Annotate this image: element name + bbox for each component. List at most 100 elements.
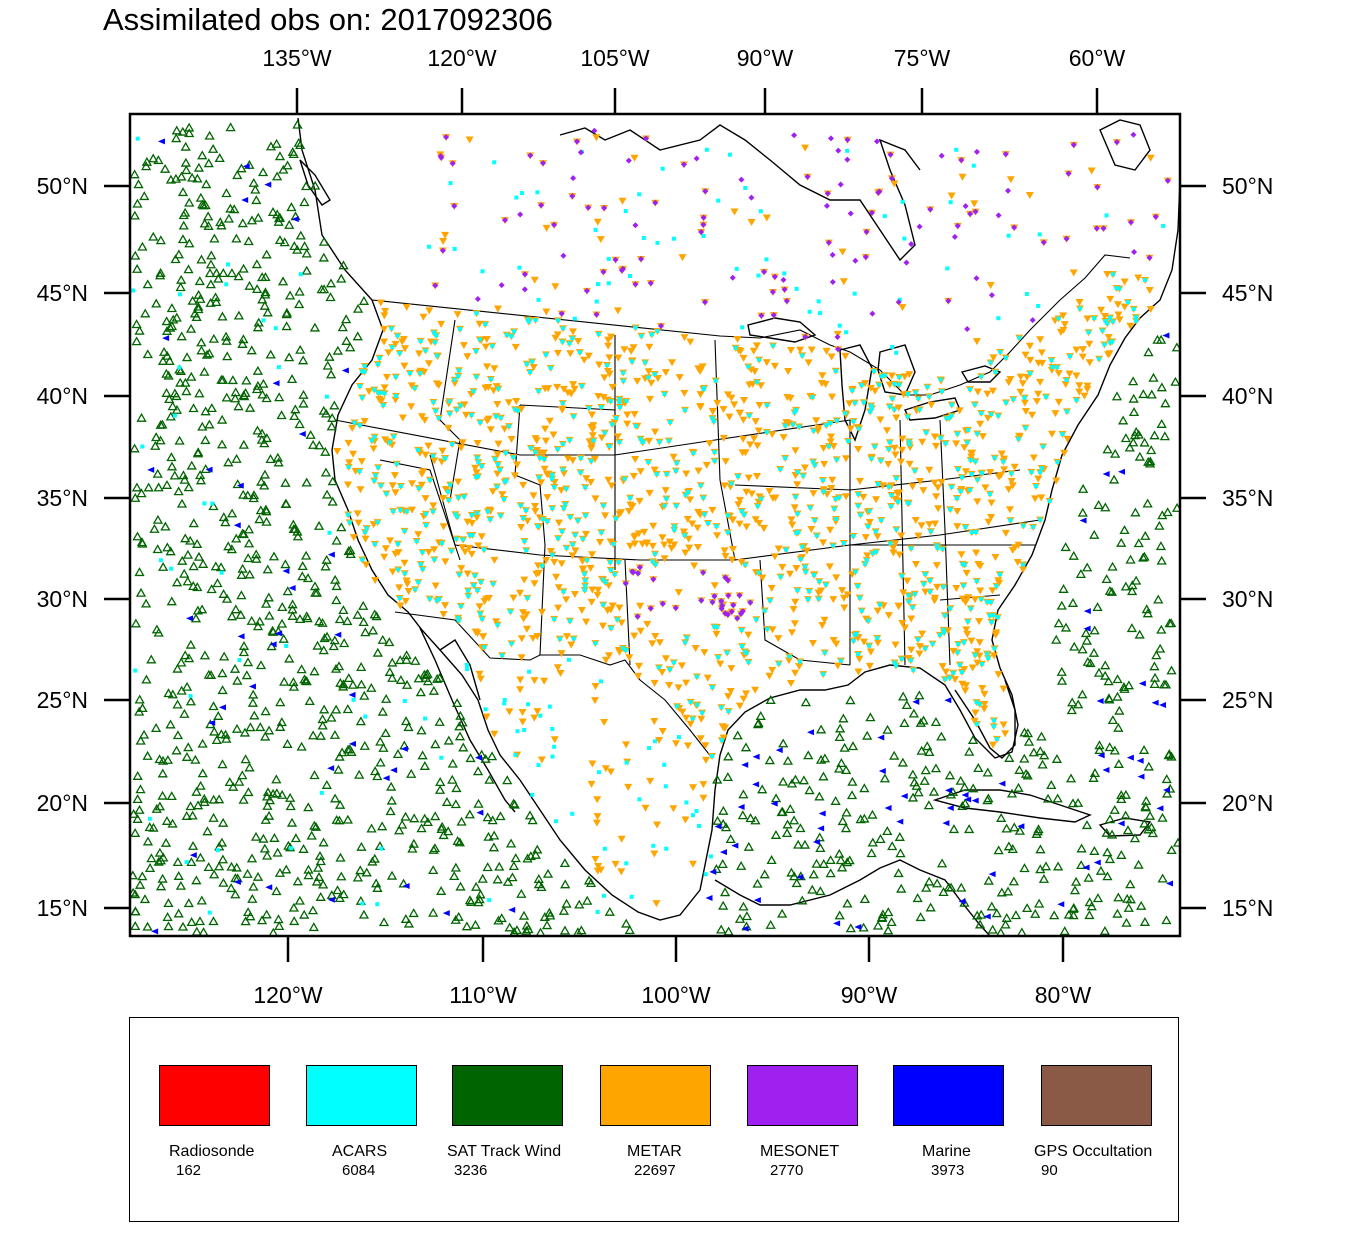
metar-marker	[396, 602, 405, 610]
acars-marker	[694, 809, 699, 814]
sat-track-wind-marker	[732, 730, 743, 740]
sat-track-wind-marker	[1106, 829, 1118, 839]
mesonet-marker	[758, 312, 765, 319]
sat-track-wind-marker	[332, 885, 343, 895]
acars-marker	[480, 616, 485, 621]
acars-marker	[910, 605, 915, 610]
metar-marker	[967, 449, 976, 457]
metar-marker	[768, 666, 777, 674]
acars-marker	[363, 714, 368, 719]
acars-marker	[1029, 469, 1034, 474]
acars-marker	[237, 658, 242, 663]
acars-marker	[606, 256, 611, 261]
metar-marker	[753, 472, 762, 480]
sat-track-wind-marker	[261, 598, 272, 608]
sat-track-wind-marker	[455, 710, 466, 720]
sat-track-wind-marker	[846, 790, 858, 800]
metar-marker	[735, 520, 744, 528]
sat-track-wind-marker	[408, 908, 419, 918]
mesonet-marker	[824, 190, 831, 197]
acars-marker	[977, 701, 982, 706]
mesonet-marker	[521, 286, 528, 293]
left-lat-label: 30°N	[37, 586, 88, 612]
metar-marker	[903, 577, 912, 585]
sat-track-wind-marker	[317, 720, 328, 730]
sat-track-wind-marker	[287, 610, 298, 620]
metar-marker	[362, 561, 371, 569]
sat-track-wind-marker	[193, 301, 204, 311]
sat-track-wind-marker	[725, 834, 736, 844]
sat-track-wind-marker	[883, 925, 894, 935]
metar-marker	[973, 498, 982, 506]
metar-marker	[642, 540, 651, 548]
sat-track-wind-marker	[1136, 900, 1147, 910]
acars-marker	[672, 524, 677, 529]
metar-marker	[649, 522, 658, 530]
sat-track-wind-marker	[1119, 525, 1130, 535]
metar-marker	[686, 338, 695, 346]
metar-marker	[1016, 388, 1025, 396]
metar-marker	[404, 588, 413, 596]
metar-marker	[983, 414, 992, 422]
metar-marker	[750, 435, 759, 443]
acars-marker	[965, 440, 970, 445]
metar-marker	[607, 482, 616, 490]
acars-marker	[184, 860, 189, 865]
sat-track-wind-marker	[327, 496, 338, 506]
acars-marker	[895, 499, 900, 504]
acars-marker	[639, 333, 644, 338]
sat-track-wind-marker	[135, 587, 147, 597]
sat-track-wind-marker	[243, 236, 254, 246]
bottom-lon-label: 110°W	[449, 982, 517, 1008]
metar-marker	[975, 639, 984, 647]
sat-track-wind-marker	[909, 777, 920, 787]
sat-track-wind-marker	[465, 753, 476, 763]
metar-marker	[683, 742, 692, 750]
metar-marker	[806, 392, 815, 400]
metar-marker	[843, 591, 852, 599]
sat-track-wind-marker	[325, 278, 337, 288]
acars-marker	[949, 402, 954, 407]
sat-track-wind-marker	[258, 378, 269, 388]
sat-track-wind-marker	[889, 750, 900, 760]
sat-track-wind-marker	[195, 475, 207, 485]
acars-marker	[456, 618, 461, 623]
sat-track-wind-marker	[1081, 820, 1093, 830]
sat-track-wind-marker	[358, 296, 370, 305]
acars-marker	[875, 635, 880, 640]
acars-marker	[716, 198, 721, 203]
metar-marker	[978, 433, 987, 441]
acars-marker	[927, 578, 932, 583]
marine-marker	[1017, 823, 1025, 830]
sat-track-wind-marker	[271, 886, 282, 896]
metar-marker	[964, 594, 973, 602]
sat-track-wind-marker	[240, 916, 251, 926]
metar-marker	[726, 687, 735, 695]
acars-marker	[210, 501, 215, 506]
metar-marker	[479, 633, 488, 641]
acars-marker	[1001, 459, 1006, 464]
sat-track-wind-marker	[201, 349, 213, 359]
sat-track-wind-marker	[223, 457, 234, 467]
sat-track-wind-marker	[987, 924, 998, 934]
sat-track-wind-marker	[252, 322, 264, 332]
sat-track-wind-marker	[1089, 845, 1100, 855]
mesonet-marker	[802, 333, 809, 340]
metar-marker	[603, 607, 612, 615]
metar-marker	[543, 471, 552, 479]
acars-marker	[622, 476, 627, 481]
acars-marker	[666, 438, 671, 443]
acars-marker	[431, 400, 436, 405]
acars-marker	[599, 404, 604, 409]
acars-marker	[391, 434, 396, 439]
metar-marker	[997, 450, 1006, 458]
metar-marker	[605, 354, 614, 362]
sat-track-wind-marker	[1142, 498, 1153, 508]
acars-marker	[762, 608, 767, 613]
marine-marker	[998, 780, 1006, 787]
acars-marker	[502, 701, 507, 706]
acars-marker	[424, 522, 429, 527]
acars-marker	[372, 478, 377, 483]
acars-marker	[838, 658, 843, 663]
acars-marker	[808, 505, 813, 510]
